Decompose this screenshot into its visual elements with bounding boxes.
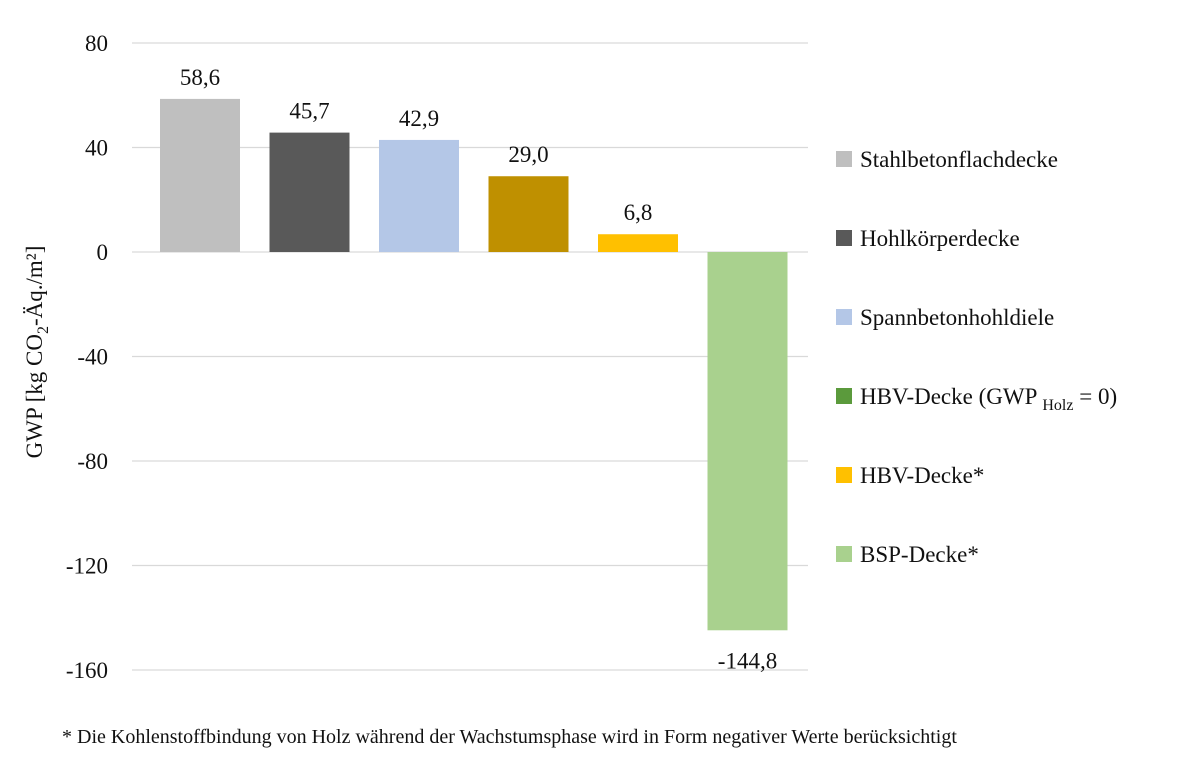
y-tick-label: -120 — [66, 554, 108, 579]
legend-label: BSP-Decke* — [860, 542, 979, 567]
bar — [598, 234, 678, 252]
legend-swatch — [836, 309, 852, 325]
legend-label: Stahlbetonflachdecke — [860, 147, 1058, 172]
y-tick-label: -40 — [77, 345, 108, 370]
data-label: 58,6 — [180, 65, 220, 90]
y-tick-label: -160 — [66, 658, 108, 683]
legend-label: Spannbetonhohldiele — [860, 305, 1054, 330]
data-label: 29,0 — [508, 142, 548, 167]
data-label: 6,8 — [624, 200, 653, 225]
legend-swatch — [836, 546, 852, 562]
bar — [707, 252, 788, 631]
bar — [160, 98, 240, 252]
data-label: 42,9 — [399, 106, 439, 131]
data-labels: 58,6 45,7 42,9 29,0 6,8 -144,8 — [180, 65, 777, 673]
y-tick-label: 40 — [85, 136, 108, 161]
bars — [160, 98, 788, 631]
y-tick-label: 0 — [97, 240, 109, 265]
y-tick-label: -80 — [77, 449, 108, 474]
y-tick-label: 80 — [85, 31, 108, 56]
data-label: 45,7 — [289, 99, 329, 124]
legend-label: HBV-Decke (GWP Holz = 0) — [860, 384, 1117, 414]
legend-swatch — [836, 151, 852, 167]
y-axis-ticks: 80 40 0 -40 -80 -120 -160 — [66, 31, 108, 683]
legend-label: HBV-Decke* — [860, 463, 984, 488]
gridlines — [132, 42, 808, 671]
legend-swatch — [836, 388, 852, 404]
footnote: * Die Kohlenstoffbindung von Holz währen… — [62, 726, 957, 748]
bar — [488, 176, 569, 252]
bar — [379, 139, 459, 252]
data-label: -144,8 — [718, 648, 777, 673]
legend-swatch — [836, 467, 852, 483]
legend: Stahlbetonflachdecke Hohlkörperdecke Spann… — [836, 147, 1117, 567]
bar — [269, 132, 350, 252]
legend-label: Hohlkörperdecke — [860, 226, 1020, 251]
legend-swatch — [836, 230, 852, 246]
y-axis-label: GWP [kg CO2-Äq./m²] — [22, 246, 52, 459]
